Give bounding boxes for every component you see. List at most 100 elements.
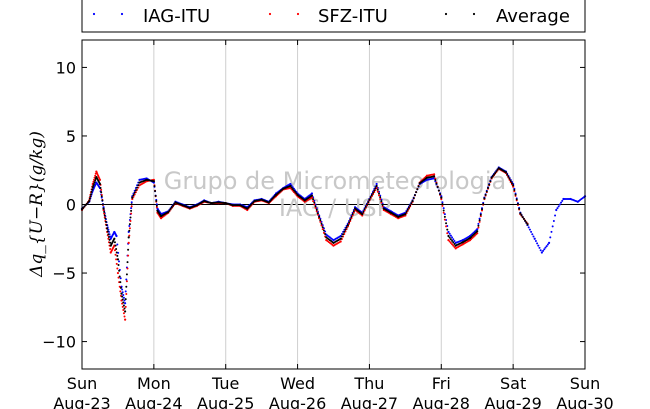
x-tick-label-day: Sun xyxy=(570,374,600,393)
data-point xyxy=(453,240,456,243)
x-tick-label-date: Aug-30 xyxy=(556,394,613,409)
data-point xyxy=(313,201,316,204)
data-point xyxy=(94,179,97,182)
data-point xyxy=(122,309,125,312)
data-point xyxy=(116,243,119,246)
data-point xyxy=(376,188,379,191)
data-point xyxy=(489,180,492,183)
data-point xyxy=(130,203,133,206)
data-point xyxy=(128,234,131,237)
data-point xyxy=(440,196,443,199)
data-point xyxy=(121,298,124,301)
data-point xyxy=(124,302,127,305)
data-point xyxy=(409,204,412,207)
data-point xyxy=(352,210,355,213)
data-point xyxy=(89,193,92,196)
data-point xyxy=(520,214,523,217)
data-point xyxy=(531,233,534,236)
x-tick-label-day: Tue xyxy=(211,374,239,393)
data-point xyxy=(89,195,92,198)
data-point xyxy=(118,275,121,278)
data-point xyxy=(117,264,120,267)
data-point xyxy=(522,217,525,220)
data-point xyxy=(481,208,484,211)
data-point xyxy=(478,219,481,222)
data-point xyxy=(121,305,124,308)
y-axis-label: Δq_{U−R}(g/kg) xyxy=(27,131,47,278)
data-point xyxy=(478,217,481,220)
data-point xyxy=(443,218,446,221)
data-point xyxy=(449,234,452,237)
data-point xyxy=(130,209,133,212)
data-point xyxy=(346,223,349,227)
data-point xyxy=(124,290,127,293)
data-point xyxy=(121,288,124,291)
data-point xyxy=(105,224,108,227)
data-point xyxy=(381,205,384,208)
data-point xyxy=(352,211,355,214)
data-point xyxy=(479,213,482,216)
data-point xyxy=(340,235,343,238)
data-point xyxy=(125,293,128,296)
data-point xyxy=(125,285,128,288)
data-point xyxy=(116,271,120,275)
data-point xyxy=(410,202,413,205)
data-point xyxy=(128,229,131,232)
data-point xyxy=(113,237,116,240)
data-point xyxy=(168,209,171,212)
data-point xyxy=(153,185,156,188)
data-point xyxy=(137,184,140,187)
data-point xyxy=(291,187,294,190)
data-point xyxy=(129,216,132,219)
data-point xyxy=(120,292,123,295)
data-point xyxy=(290,186,293,189)
data-point xyxy=(380,201,383,204)
data-point xyxy=(351,213,354,216)
data-point xyxy=(173,203,176,206)
data-point xyxy=(443,215,446,218)
watermark-line-2: IAG / USP xyxy=(279,194,391,222)
data-point xyxy=(322,229,325,232)
data-point xyxy=(248,205,251,208)
data-point xyxy=(542,249,545,252)
data-point xyxy=(128,224,131,227)
x-tick-label-date: Aug-29 xyxy=(484,394,541,409)
data-point xyxy=(115,258,118,261)
data-point xyxy=(441,203,444,206)
data-point xyxy=(417,185,420,188)
data-point xyxy=(561,199,564,202)
data-point xyxy=(124,305,127,308)
data-point xyxy=(312,198,315,201)
watermark: Grupo de Micrometeorologia IAG / USP xyxy=(164,167,506,222)
data-point xyxy=(526,223,529,226)
x-tick-label-day: Sun xyxy=(67,374,97,393)
data-point xyxy=(368,198,371,201)
data-point xyxy=(121,291,124,294)
x-tick-label-day: Mon xyxy=(137,374,171,393)
data-point xyxy=(101,203,104,206)
data-point xyxy=(448,236,451,239)
data-point xyxy=(350,215,353,218)
data-point xyxy=(247,206,250,209)
data-point xyxy=(451,236,454,239)
y-tick-label: 5 xyxy=(66,127,76,146)
legend-marker-iag-itu-2 xyxy=(120,12,124,16)
data-point xyxy=(412,197,415,200)
y-tick-label: 10 xyxy=(56,58,76,77)
data-point xyxy=(319,219,322,222)
data-point xyxy=(90,190,93,193)
data-point xyxy=(544,246,547,249)
data-point xyxy=(128,223,131,226)
data-point xyxy=(536,242,539,245)
y-tick-label: −10 xyxy=(42,333,76,352)
data-point xyxy=(119,277,122,280)
data-point xyxy=(534,240,537,243)
data-point xyxy=(361,212,364,216)
data-point xyxy=(514,193,517,196)
data-point xyxy=(107,233,110,236)
data-point xyxy=(406,208,409,211)
data-point xyxy=(315,208,318,211)
data-point xyxy=(491,175,494,178)
data-point xyxy=(479,212,482,215)
